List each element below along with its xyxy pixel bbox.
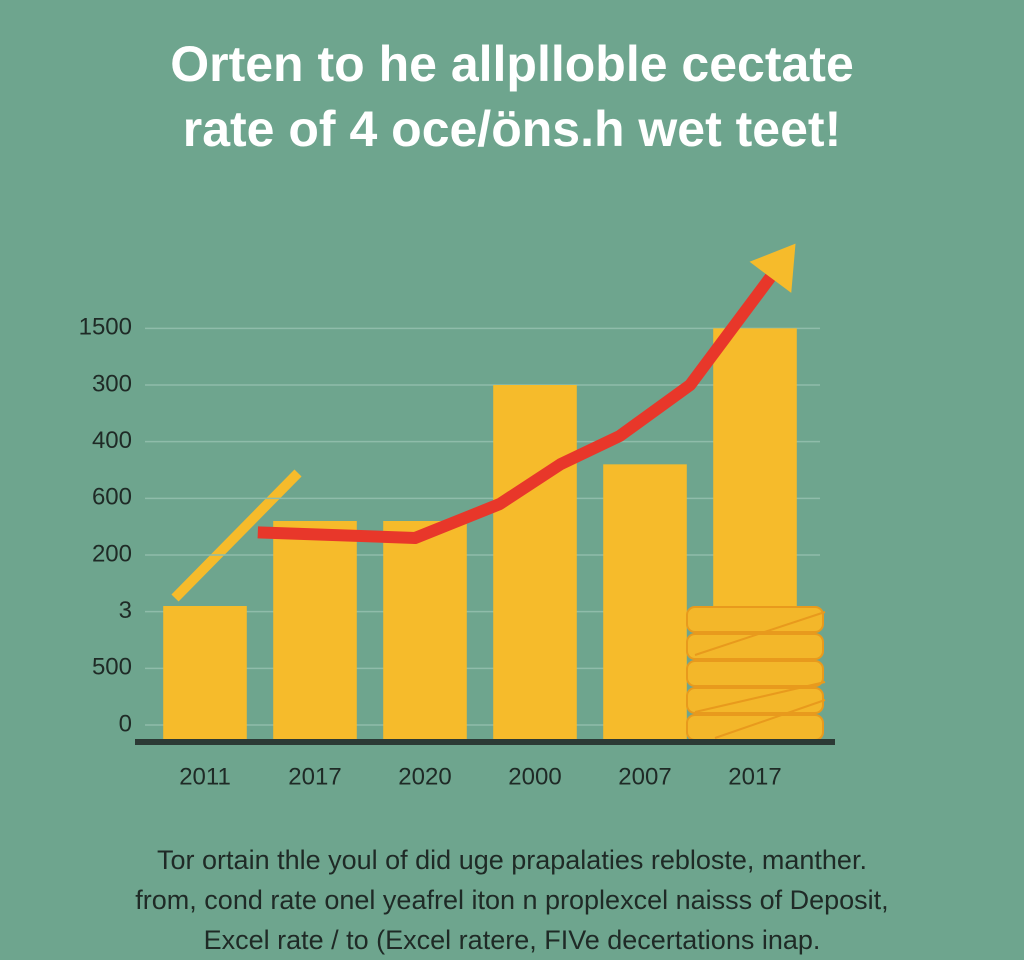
coin xyxy=(686,660,824,687)
trend-arrowhead xyxy=(749,243,796,293)
x-tick-label: 2000 xyxy=(508,763,561,790)
bar xyxy=(273,521,357,742)
bar xyxy=(493,385,577,742)
y-tick-label: 400 xyxy=(92,427,132,454)
bar xyxy=(603,464,687,742)
y-tick-label: 0 xyxy=(119,710,132,737)
trend-line xyxy=(257,273,776,544)
bar xyxy=(383,521,467,742)
caption-line: from, cond rate onel yeafrel iton n prop… xyxy=(135,885,888,915)
y-tick-label: 200 xyxy=(92,540,132,567)
caption-line: Excel rate / to (Excel ratere, FIVe dece… xyxy=(204,925,821,955)
coin xyxy=(686,633,824,660)
decor-stroke xyxy=(171,469,302,602)
x-tick-label: 2017 xyxy=(728,763,781,790)
y-tick-label: 300 xyxy=(92,370,132,397)
x-tick-label: 2011 xyxy=(179,763,231,790)
title-line: Orten to he allplloble cectate xyxy=(170,36,854,92)
coin-decor xyxy=(694,611,826,739)
y-tick-label: 500 xyxy=(92,654,132,681)
bar xyxy=(163,606,247,742)
y-tick-label: 600 xyxy=(92,484,132,511)
x-tick-label: 2007 xyxy=(618,763,671,790)
caption-line: Tor ortain thle youl of did uge prapalat… xyxy=(157,845,867,875)
coin xyxy=(686,714,824,741)
y-tick-label: 1500 xyxy=(79,314,132,341)
title-line: rate of 4 oce/öns.h wet teet! xyxy=(183,101,841,157)
coin xyxy=(686,606,824,633)
x-tick-label: 2017 xyxy=(288,763,341,790)
y-tick-label: 3 xyxy=(119,597,132,624)
x-tick-label: 2020 xyxy=(398,763,451,790)
